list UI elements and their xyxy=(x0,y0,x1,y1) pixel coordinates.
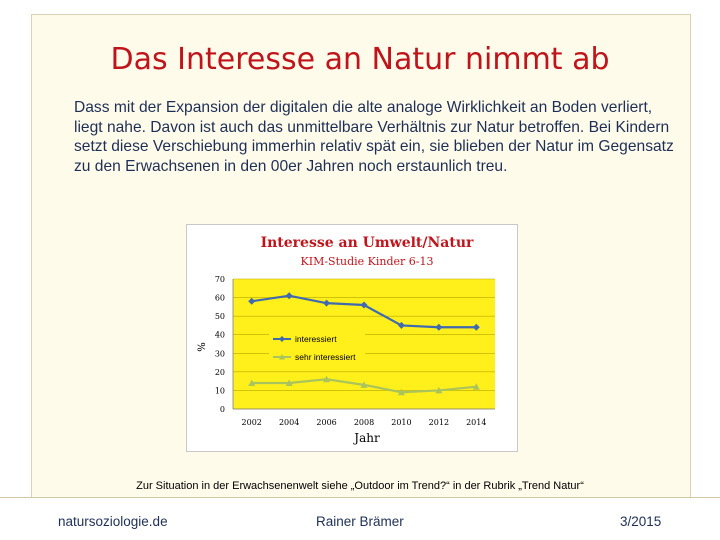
x-tick-label: 2008 xyxy=(354,418,374,427)
legend-label: sehr interessiert xyxy=(295,352,356,362)
x-tick-label: 2006 xyxy=(316,418,336,427)
slide-title: Das Interesse an Natur nimmt ab xyxy=(110,42,610,77)
footer-center: Rainer Brämer xyxy=(316,514,404,529)
data-point xyxy=(248,297,256,305)
y-tick-label: 30 xyxy=(215,349,225,358)
x-tick-label: 2010 xyxy=(391,418,411,427)
y-tick-label: 50 xyxy=(215,312,225,321)
chart-title: Interesse an Umwelt/Natur xyxy=(261,235,474,251)
y-tick-label: 70 xyxy=(215,275,225,284)
data-point xyxy=(360,301,368,309)
series-group xyxy=(248,292,480,396)
chart-container: Interesse an Umwelt/Natur KIM-Studie Kin… xyxy=(186,224,518,452)
y-tick-labels: 0 10 20 30 40 50 60 70 xyxy=(215,275,225,414)
data-point xyxy=(397,321,405,329)
data-point xyxy=(248,379,256,386)
y-tick-label: 60 xyxy=(215,294,225,303)
chart-subtitle: KIM-Studie Kinder 6-13 xyxy=(301,255,434,268)
y-tick-label: 10 xyxy=(215,386,225,395)
legend-marker xyxy=(279,354,285,360)
legend-label: interessiert xyxy=(295,334,337,344)
x-tick-label: 2014 xyxy=(466,418,486,427)
x-tick-labels: 2002 2004 2006 2008 2010 2012 2014 xyxy=(242,418,487,427)
data-point xyxy=(285,379,293,386)
legend-marker xyxy=(279,336,285,342)
data-point xyxy=(360,381,368,388)
y-tick-label: 0 xyxy=(220,405,225,414)
intro-text: Dass mit der Expansion der digitalen die… xyxy=(74,99,674,175)
data-point xyxy=(323,375,331,383)
x-tick-label: 2004 xyxy=(279,418,299,427)
y-tick-label: 40 xyxy=(215,331,225,340)
line-chart: Interesse an Umwelt/Natur KIM-Studie Kin… xyxy=(197,235,495,445)
footer-right: 3/2015 xyxy=(620,514,662,529)
data-point xyxy=(323,299,331,307)
x-axis-label: Jahr xyxy=(352,431,380,445)
data-point xyxy=(435,323,443,331)
data-point xyxy=(435,386,443,394)
y-tick-label: 20 xyxy=(215,368,225,377)
legend-box xyxy=(269,329,365,365)
data-point xyxy=(285,292,293,300)
legend: interessiert sehr interessiert xyxy=(269,329,365,365)
x-tick-label: 2012 xyxy=(429,418,449,427)
y-axis-label: % xyxy=(197,342,208,352)
footnote: Zur Situation in der Erwachsenenwelt sie… xyxy=(136,480,584,492)
footer-divider xyxy=(0,497,720,498)
data-point xyxy=(472,383,480,390)
data-point xyxy=(397,388,405,396)
footer-left: natursoziologie.de xyxy=(58,514,168,529)
x-tick-label: 2002 xyxy=(242,418,262,427)
data-point xyxy=(472,323,480,331)
